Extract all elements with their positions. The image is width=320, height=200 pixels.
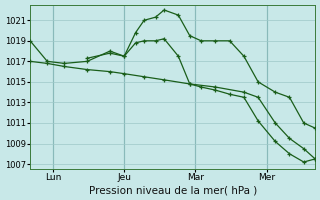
X-axis label: Pression niveau de la mer( hPa ): Pression niveau de la mer( hPa )	[89, 185, 257, 195]
